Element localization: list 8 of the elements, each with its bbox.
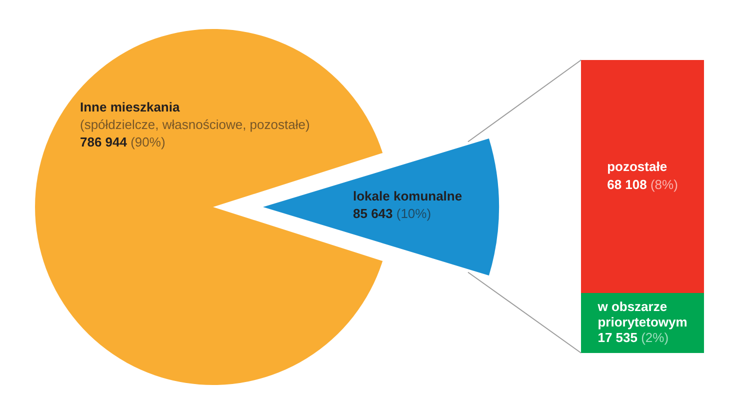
slice-label: Inne mieszkania (spółdzielcze, własnościowe, pozostałe) (80, 100, 310, 132)
data-label: 85 643 (10%) (353, 206, 432, 222)
series-label: pozostałe (607, 159, 668, 174)
data-label: 786 944 (90%) (80, 134, 166, 150)
slice-label: lokale komunalne (353, 188, 462, 204)
data-label: 68 108 (8%) (607, 177, 678, 192)
series-label: w obszarze priorytetowym (596, 299, 688, 330)
data-label: 17 535 (2%) (598, 330, 669, 346)
